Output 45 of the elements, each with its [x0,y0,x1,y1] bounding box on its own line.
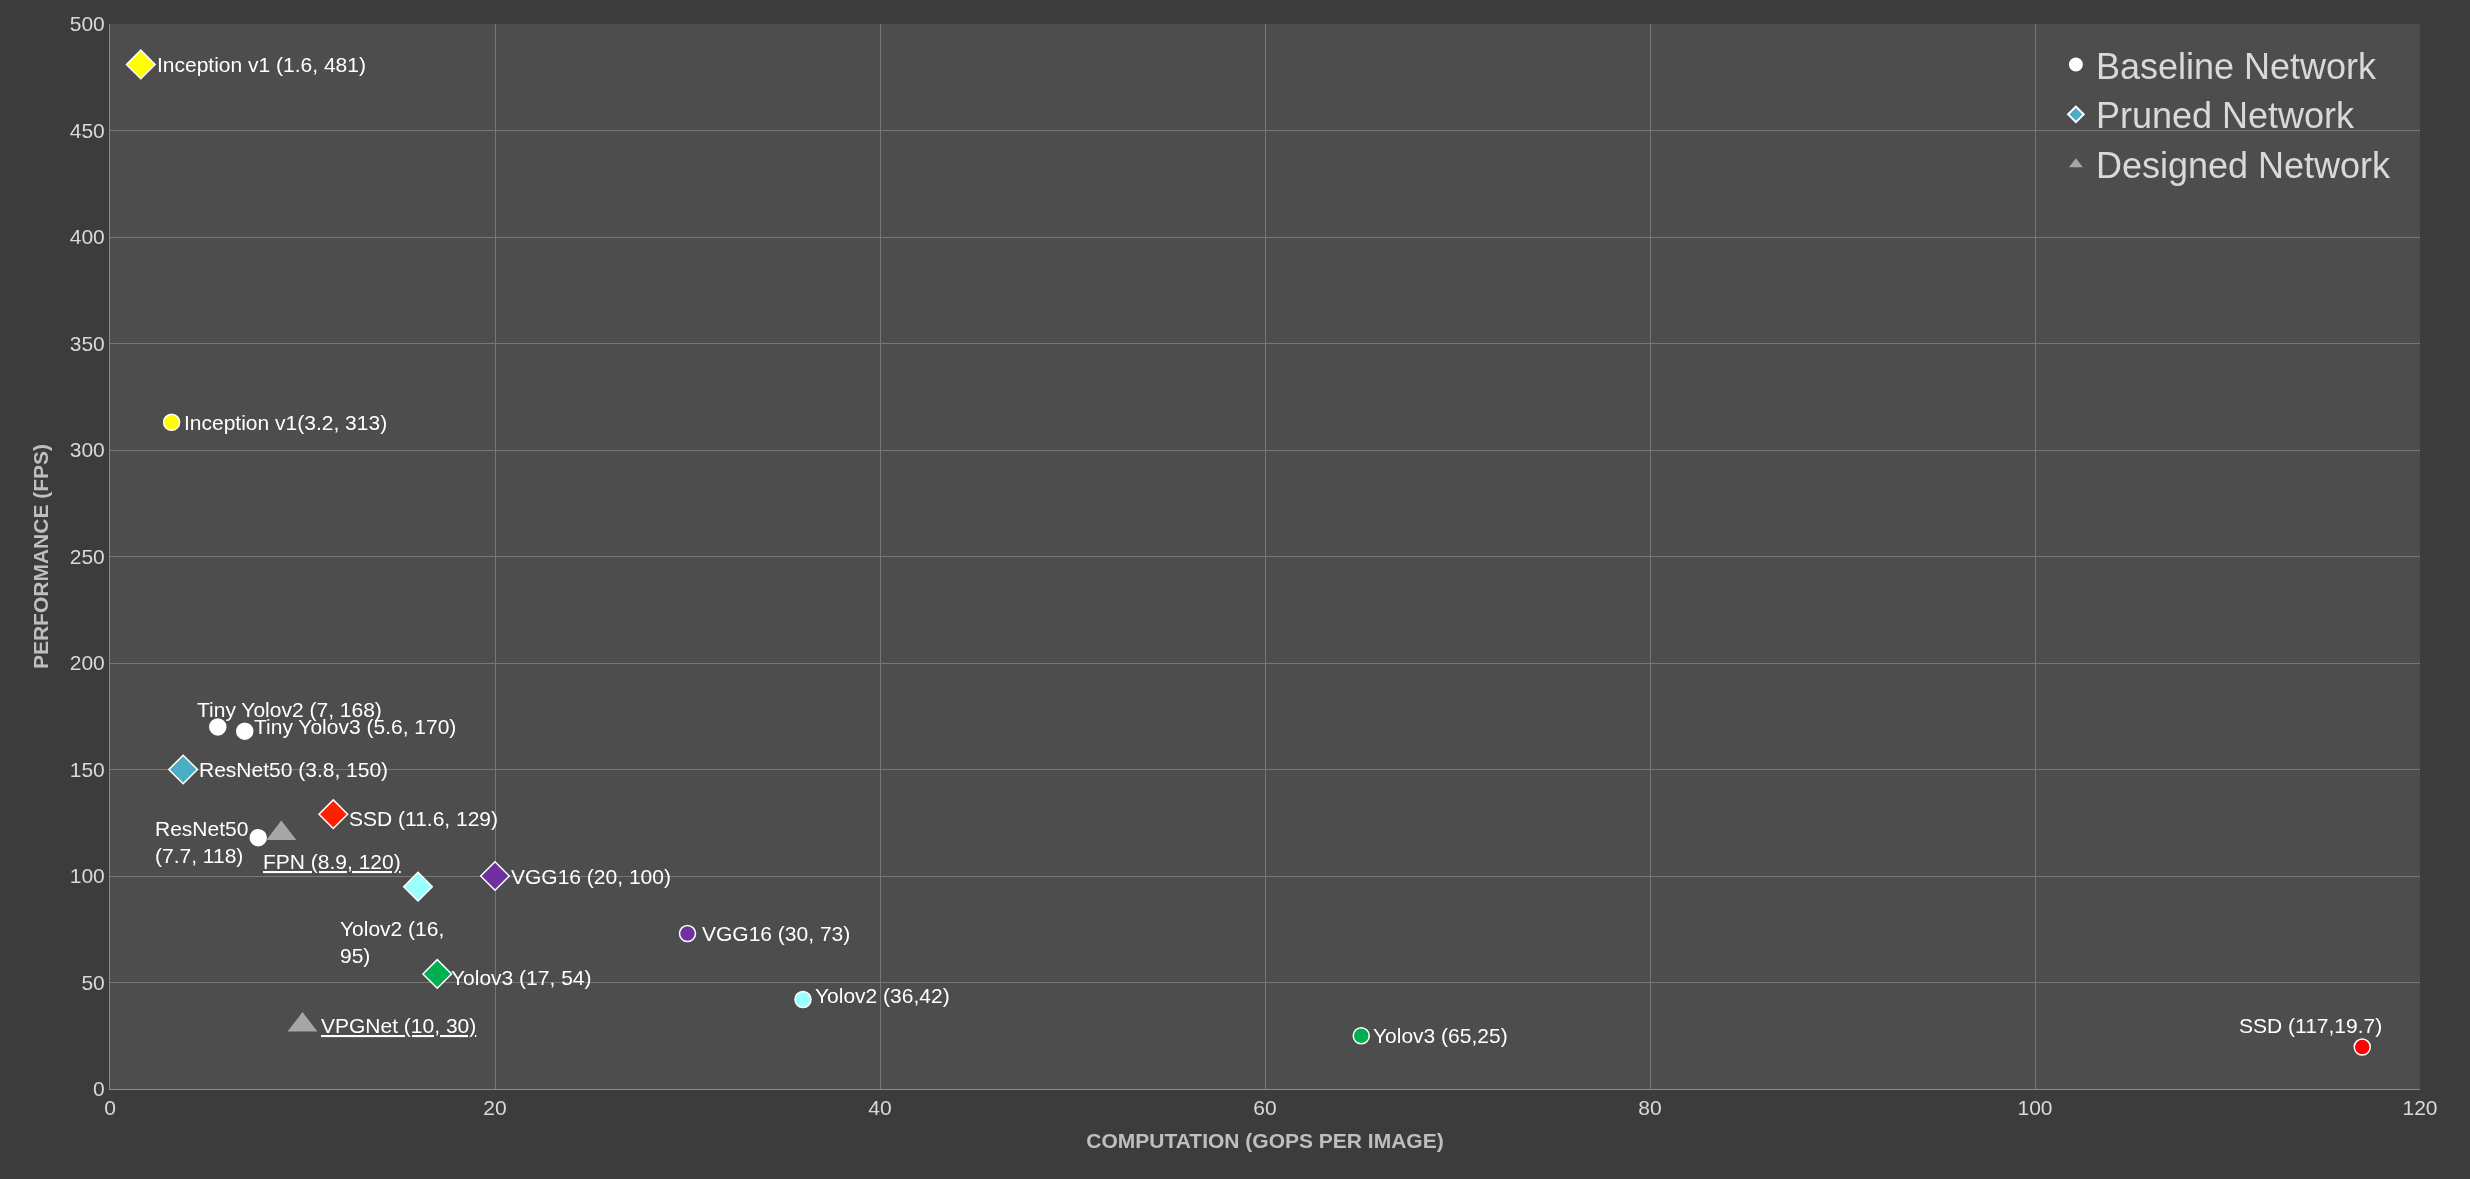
x-tick-label: 100 [2017,1096,2053,1120]
y-tick-label: 250 [69,544,105,568]
point [236,722,254,740]
annotation: Yolov2 (16, 95) [340,917,445,968]
point [2353,1038,2371,1056]
annotation: FPN (8.9, 120) [263,850,401,873]
y-tick-label: 400 [69,225,105,249]
legend-label: Designed Network [2095,145,2392,187]
annotation: VGG16 (30, 73) [702,922,851,945]
y-tick-label: 50 [81,970,105,994]
y-tick-label: 300 [69,438,105,462]
annotation: ResNet50 (7.7, 118) [155,817,249,868]
point [125,49,156,80]
y-tick-label: 450 [69,118,105,142]
point [318,799,349,830]
y-tick-label: 0 [93,1077,105,1101]
y-tick-label: 350 [69,331,105,355]
annotation: Yolov3 (17, 54) [451,966,592,989]
annotation: ResNet50 (3.8, 150) [199,758,389,781]
y-tick-label: 500 [69,12,105,36]
annotation: Inception v1(3.2, 313) [184,411,388,434]
point [249,828,267,847]
x-axis-title: COMPUTATION (GOPS PER IMAGE) [1086,1129,1444,1153]
annotation: SSD (11.6, 129) [349,807,499,830]
x-tick-label: 20 [483,1096,507,1120]
legend-label: Pruned Network [2095,95,2356,137]
y-tick-label: 200 [69,651,105,675]
x-tick-label: 40 [868,1096,892,1120]
x-tick-label: 80 [1638,1096,1662,1120]
point [479,860,511,892]
x-tick-label: 120 [2402,1096,2438,1120]
annotation: VPGNet (10, 30) [321,1014,477,1037]
x-tick-label: 60 [1253,1096,1277,1120]
annotation: Inception v1 (1.6, 481) [157,53,366,76]
y-axis-title: PERFORMANCE (FPS) [28,443,52,670]
point [402,871,434,902]
annotation: Yolov2 (36,42) [815,984,950,1007]
annotation: SSD (117,19.7) [2239,1014,2383,1037]
point [168,754,199,785]
annotation: VGG16 (20, 100) [511,865,671,888]
point [422,958,453,990]
y-tick-label: 150 [69,757,105,781]
legend-label: Baseline Network [2095,45,2378,87]
annotation: Yolov3 (65,25) [1373,1024,1508,1047]
y-tick-label: 100 [69,864,105,888]
